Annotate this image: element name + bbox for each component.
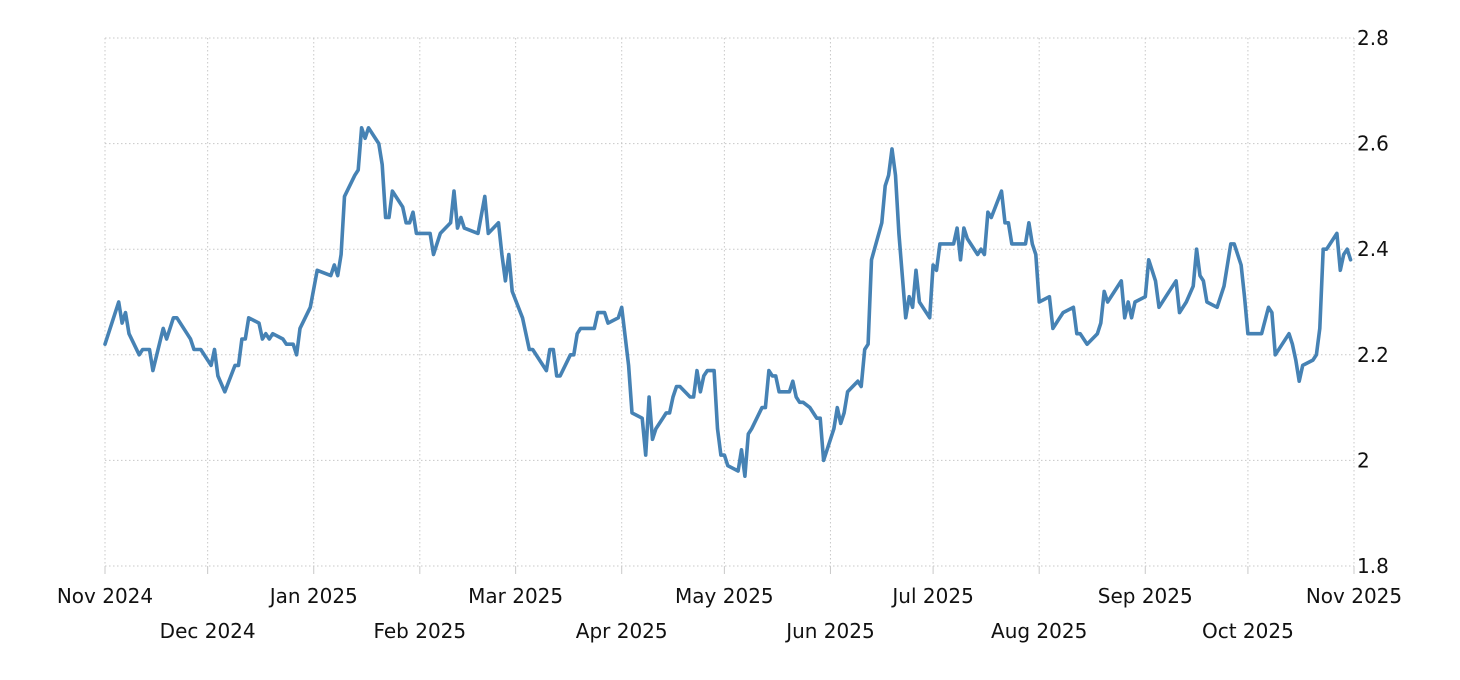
x-tick-label: Jun 2025 xyxy=(784,619,875,643)
x-tick-label: Nov 2024 xyxy=(57,584,153,608)
y-tick-label: 1.8 xyxy=(1357,554,1389,578)
x-tick-label: Mar 2025 xyxy=(468,584,563,608)
x-gridlines xyxy=(104,38,1355,574)
y-tick-label: 2 xyxy=(1357,448,1370,472)
y-tick-label: 2.6 xyxy=(1357,132,1389,156)
x-tick-label: Jul 2025 xyxy=(890,584,973,608)
series-line xyxy=(103,126,1353,478)
y-tick-label: 2.8 xyxy=(1357,26,1389,50)
y-axis-labels: 1.8 2 2.2 2.4 2.6 2.8 xyxy=(1357,26,1389,578)
x-tick-label: Oct 2025 xyxy=(1202,619,1294,643)
x-tick-label: Apr 2025 xyxy=(576,619,668,643)
x-tick-label: Feb 2025 xyxy=(373,619,466,643)
x-tick-label: Aug 2025 xyxy=(991,619,1087,643)
y-tick-label: 2.2 xyxy=(1357,343,1389,367)
y-gridlines xyxy=(105,37,1354,567)
y-tick-label: 2.4 xyxy=(1357,237,1389,261)
x-tick-label: Nov 2025 xyxy=(1306,584,1402,608)
x-tick-label: Jan 2025 xyxy=(268,584,358,608)
x-tick-label: Dec 2024 xyxy=(160,619,256,643)
x-tick-label: May 2025 xyxy=(675,584,774,608)
x-tick-label: Sep 2025 xyxy=(1098,584,1193,608)
